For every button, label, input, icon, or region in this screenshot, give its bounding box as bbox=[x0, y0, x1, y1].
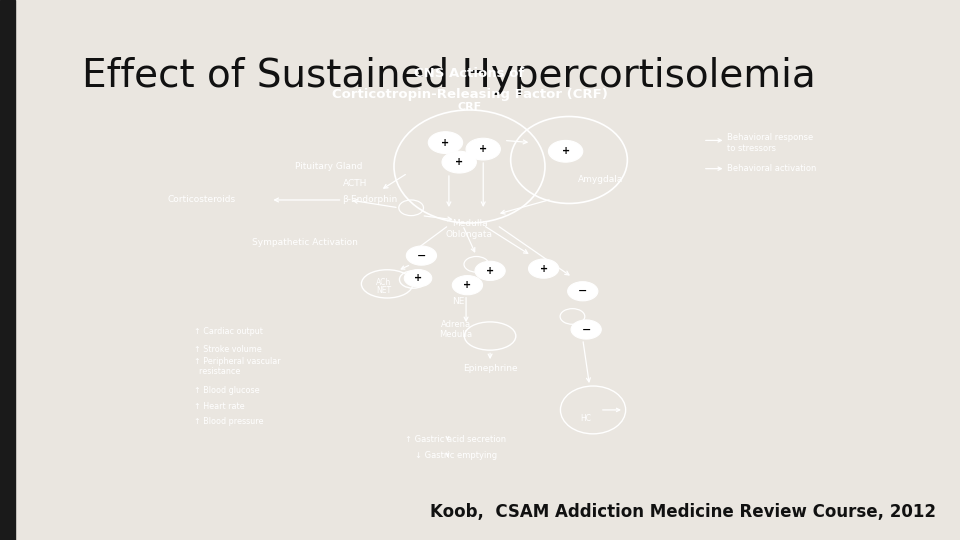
Text: ↑ Gastric acid secretion: ↑ Gastric acid secretion bbox=[405, 435, 506, 443]
Text: +: + bbox=[479, 144, 488, 154]
Circle shape bbox=[567, 282, 598, 301]
Circle shape bbox=[452, 275, 483, 295]
Text: Medulla
Oblongata: Medulla Oblongata bbox=[446, 219, 493, 239]
Text: Behavioral response
to stressors: Behavioral response to stressors bbox=[727, 132, 813, 153]
Text: ↓ Gastric emptying: ↓ Gastric emptying bbox=[415, 451, 497, 460]
Circle shape bbox=[466, 138, 500, 160]
Text: +: + bbox=[562, 146, 569, 156]
Text: +: + bbox=[540, 264, 548, 274]
Text: ↑ Stroke volume: ↑ Stroke volume bbox=[194, 345, 261, 354]
Text: ↑ Blood pressure: ↑ Blood pressure bbox=[194, 417, 263, 426]
Text: Sympathetic Activation: Sympathetic Activation bbox=[252, 238, 358, 247]
Text: +: + bbox=[486, 266, 494, 276]
Text: NET: NET bbox=[376, 286, 392, 295]
Text: Adrena
Medulla: Adrena Medulla bbox=[439, 320, 472, 339]
Text: Pituitary Gland: Pituitary Gland bbox=[295, 162, 363, 171]
Text: β-Endorphin: β-Endorphin bbox=[343, 195, 397, 205]
Text: ↑ Heart rate: ↑ Heart rate bbox=[194, 402, 244, 411]
Text: Corticotropin-Releasing Factor (CRF): Corticotropin-Releasing Factor (CRF) bbox=[331, 88, 608, 101]
Circle shape bbox=[475, 261, 505, 280]
Bar bbox=[0, 0, 15, 540]
Text: −: − bbox=[417, 251, 426, 261]
Text: ↑ Cardiac output: ↑ Cardiac output bbox=[194, 327, 262, 336]
Text: Effect of Sustained Hypercortisolemia: Effect of Sustained Hypercortisolemia bbox=[82, 57, 815, 94]
Text: ↑ Peripheral vascular
  resistance: ↑ Peripheral vascular resistance bbox=[194, 357, 280, 376]
Text: Behavioral activation: Behavioral activation bbox=[727, 164, 816, 173]
Text: CNS Actions of: CNS Actions of bbox=[415, 66, 524, 79]
Circle shape bbox=[404, 269, 432, 287]
Circle shape bbox=[548, 140, 583, 162]
Text: −: − bbox=[578, 286, 588, 296]
Text: +: + bbox=[464, 280, 471, 290]
Text: Amygdala: Amygdala bbox=[578, 175, 623, 184]
Text: HC: HC bbox=[581, 414, 591, 423]
Text: ACTH: ACTH bbox=[343, 179, 367, 188]
Text: −: − bbox=[582, 325, 590, 334]
Text: ACh: ACh bbox=[376, 278, 392, 287]
Circle shape bbox=[442, 151, 476, 173]
Text: +: + bbox=[442, 138, 449, 147]
Text: Corticosteroids: Corticosteroids bbox=[167, 195, 235, 205]
Text: Koob,  CSAM Addiction Medicine Review Course, 2012: Koob, CSAM Addiction Medicine Review Cou… bbox=[430, 503, 936, 521]
Text: CRF: CRF bbox=[457, 102, 482, 112]
Text: NE: NE bbox=[451, 297, 464, 306]
Circle shape bbox=[406, 246, 437, 265]
Circle shape bbox=[428, 132, 463, 153]
Circle shape bbox=[529, 259, 559, 278]
Text: ↑ Blood glucose: ↑ Blood glucose bbox=[194, 386, 259, 395]
Text: +: + bbox=[455, 157, 464, 167]
Circle shape bbox=[571, 320, 601, 339]
Text: +: + bbox=[414, 273, 422, 283]
Text: Epinephrine: Epinephrine bbox=[463, 364, 517, 373]
